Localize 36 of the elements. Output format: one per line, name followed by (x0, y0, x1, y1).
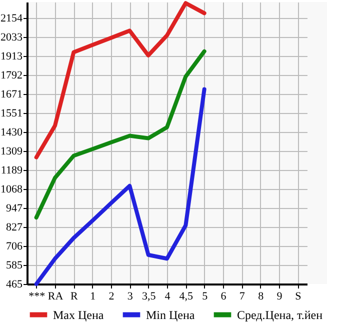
x-tick-label: 3,5 (142, 290, 156, 302)
y-tick-label: 1068 (0, 184, 23, 196)
y-tick-label: 827 (6, 221, 23, 234)
y-tick-label: 947 (6, 202, 23, 215)
line-series (34, 49, 206, 220)
y-tick-label: 1551 (0, 107, 22, 120)
y-tick-label: 1913 (0, 50, 23, 62)
x-tick-label: 1 (90, 290, 96, 302)
x-tick-label: 7 (239, 290, 246, 302)
x-tick-label: RA (48, 290, 64, 302)
x-tick-label: 9 (276, 290, 283, 302)
y-tick-label: 1792 (0, 69, 22, 82)
x-tick-label: 6 (220, 290, 227, 302)
x-tick-label: 3 (127, 290, 134, 302)
x-tick-label: 4 (164, 290, 171, 302)
y-tick-label: 1189 (0, 164, 23, 176)
y-tick-label: 1430 (0, 126, 23, 138)
y-tick-label: 585 (6, 260, 23, 272)
y-tick-label: 2154 (0, 12, 23, 24)
x-tick-label: 8 (258, 290, 264, 302)
line-series (34, 87, 206, 286)
y-tick-label: 1671 (0, 88, 22, 101)
x-tick-label: 4,5 (179, 290, 194, 302)
x-tick-label: S (295, 290, 302, 302)
legend-label: Max Цена (53, 308, 104, 322)
line-series (34, 1, 206, 160)
x-tick-label: 2 (108, 290, 114, 302)
x-tick-label: R (70, 290, 78, 302)
y-tick-label: 706 (6, 240, 23, 253)
y-tick-label: 2033 (0, 31, 23, 44)
x-tick-label: *** (28, 290, 46, 302)
legend-label: Min Цена (146, 308, 196, 322)
x-tick-label: 5 (202, 290, 208, 302)
legend-label: Сред.Цена, т.йен (237, 308, 324, 322)
y-tick-label: 1309 (0, 146, 23, 158)
y-tick-label: 465 (6, 278, 23, 290)
